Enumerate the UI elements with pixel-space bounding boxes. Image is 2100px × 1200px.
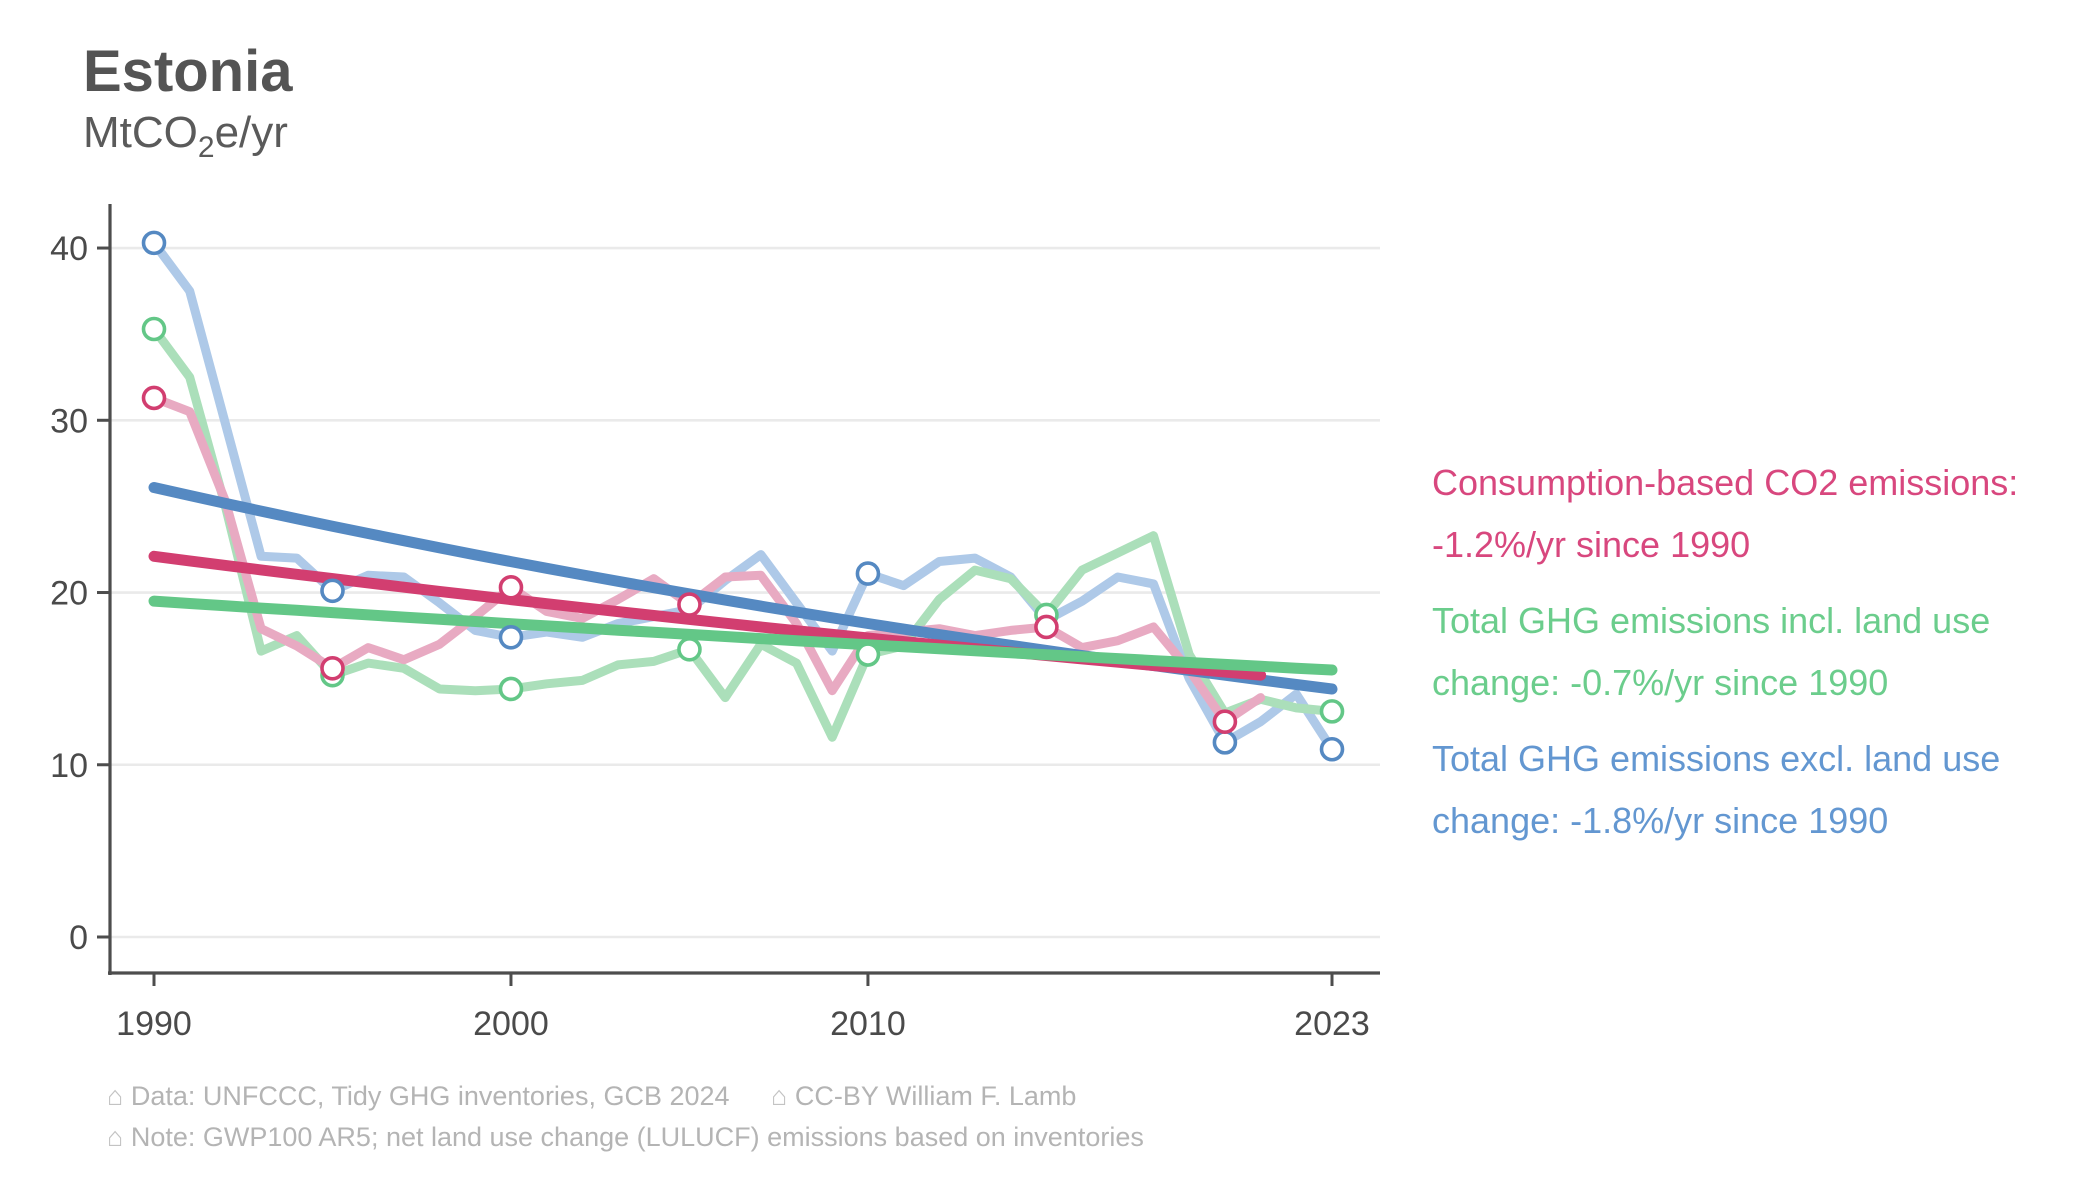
caption-license: CC-BY William F. Lamb [794, 1081, 1077, 1111]
caption-note: Note: GWP100 AR5; net land use change (L… [130, 1122, 1144, 1152]
marker-consumption_co2-2015 [1034, 614, 1059, 640]
caption-line-2: ⌂ Note: GWP100 AR5; net land use change … [107, 1117, 1607, 1158]
x-tick-label-2000: 2000 [473, 1005, 549, 1043]
marker-ghg_incl_luc-1990 [141, 316, 167, 342]
y-tick-label-30: 30 [50, 402, 88, 440]
marker-ghg_excl_luc-2000 [498, 625, 524, 650]
marker-ghg_excl_luc-2023 [1319, 736, 1345, 762]
y-tick-label-0: 0 [69, 919, 88, 957]
marker-consumption_co2-1990 [141, 385, 167, 411]
y-tick-label-10: 10 [50, 747, 88, 785]
y-axis-unit-label: MtCO2e/yr [83, 108, 288, 164]
page-title: Estonia [83, 39, 293, 104]
house-icon: ⌂ [771, 1081, 788, 1111]
data-line-ghg_incl_luc [149, 324, 1337, 742]
marker-consumption_co2-2020 [1212, 709, 1238, 735]
marker-ghg_incl_luc-2010 [855, 642, 881, 667]
marker-consumption_co2-2005 [677, 592, 702, 617]
marker-consumption_co2-1995 [320, 656, 345, 681]
legend: Consumption-based CO2 emissions: -1.2%/y… [1432, 452, 2064, 866]
x-tick-label-2023: 2023 [1294, 1005, 1370, 1043]
x-tick-label-2010: 2010 [830, 1005, 906, 1043]
caption: ⌂ Data: UNFCCC, Tidy GHG inventories, GC… [107, 1076, 1607, 1158]
marker-ghg_incl_luc-2000 [498, 676, 524, 702]
legend-item-2: Total GHG emissions excl. land use chang… [1432, 738, 2001, 841]
x-tick-label-1990: 1990 [116, 1005, 192, 1043]
y-tick-label-40: 40 [50, 230, 88, 268]
marker-ghg_excl_luc-2010 [855, 561, 881, 586]
marker-consumption_co2-2000 [498, 575, 524, 600]
legend-item-0: Consumption-based CO2 emissions: -1.2%/y… [1432, 462, 2019, 565]
caption-line-1: ⌂ Data: UNFCCC, Tidy GHG inventories, GC… [107, 1076, 1607, 1117]
caption-data-credit: Data: UNFCCC, Tidy GHG inventories, GCB … [130, 1081, 730, 1111]
house-icon: ⌂ [107, 1122, 124, 1152]
house-icon: ⌂ [107, 1081, 124, 1111]
marker-ghg_excl_luc-2020 [1212, 730, 1238, 755]
marker-ghg_excl_luc-1990 [141, 230, 167, 256]
y-tick-label-20: 20 [50, 575, 88, 613]
marker-ghg_incl_luc-2005 [677, 637, 702, 662]
marker-ghg_excl_luc-1995 [320, 578, 345, 604]
trend-line-ghg_incl_luc [148, 595, 1338, 676]
marker-ghg_incl_luc-2023 [1319, 699, 1345, 724]
legend-item-1: Total GHG emissions incl. land use chang… [1432, 600, 1991, 703]
